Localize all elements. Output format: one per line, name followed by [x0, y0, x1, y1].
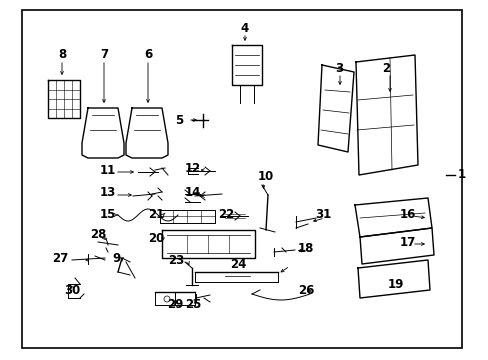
Text: 25: 25	[184, 298, 201, 311]
Text: 7: 7	[100, 49, 108, 62]
Text: 30: 30	[64, 284, 80, 297]
Text: 14: 14	[184, 186, 201, 199]
Text: 23: 23	[168, 253, 184, 266]
Text: 5: 5	[175, 113, 183, 126]
Text: 17: 17	[399, 237, 415, 249]
Text: 1: 1	[457, 168, 465, 181]
Text: 27: 27	[52, 252, 68, 265]
Text: 22: 22	[218, 208, 234, 221]
Text: 19: 19	[387, 279, 404, 292]
Text: 6: 6	[143, 49, 152, 62]
Text: 31: 31	[314, 208, 330, 221]
Text: 26: 26	[297, 284, 314, 297]
Text: 18: 18	[297, 242, 314, 255]
Text: 8: 8	[58, 49, 66, 62]
Text: 29: 29	[166, 298, 183, 311]
Text: 3: 3	[334, 62, 343, 75]
Text: 4: 4	[241, 22, 248, 35]
Text: 9: 9	[112, 252, 120, 265]
Text: 24: 24	[229, 258, 246, 271]
Text: 11: 11	[100, 163, 116, 176]
Text: 13: 13	[100, 186, 116, 199]
Text: 28: 28	[90, 229, 106, 242]
Text: 12: 12	[184, 162, 201, 175]
Text: 16: 16	[399, 208, 415, 221]
Text: 21: 21	[148, 208, 164, 221]
Text: 20: 20	[148, 231, 164, 244]
Bar	[22, 10, 461, 348]
Text: 2: 2	[381, 62, 389, 75]
Text: 10: 10	[258, 171, 274, 184]
Text: 15: 15	[100, 208, 116, 221]
